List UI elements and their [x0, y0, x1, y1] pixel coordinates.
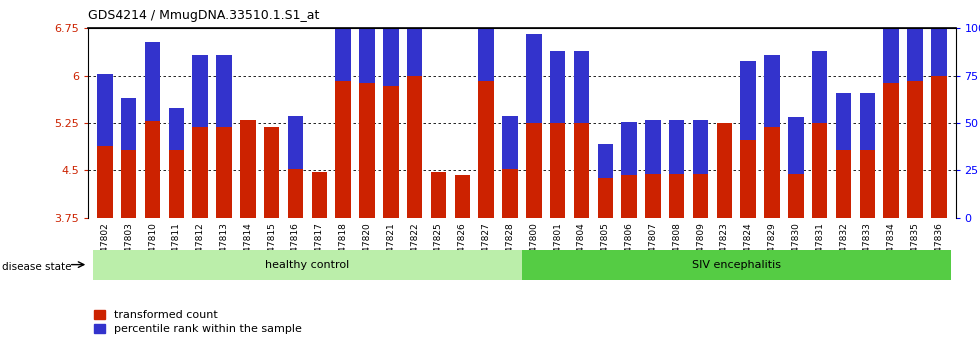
Bar	[383, 0, 399, 86]
Bar	[883, 83, 899, 218]
Bar	[217, 56, 231, 127]
Bar	[312, 172, 327, 218]
Bar	[764, 127, 780, 218]
Bar	[788, 117, 804, 173]
Bar	[145, 121, 161, 218]
Bar	[431, 172, 446, 218]
Bar	[169, 149, 184, 218]
Bar	[217, 127, 231, 218]
Bar	[836, 149, 852, 218]
Bar	[121, 149, 136, 218]
Bar	[741, 61, 756, 140]
Bar	[478, 0, 494, 81]
Bar	[240, 120, 256, 218]
Text: SIV encephalitis: SIV encephalitis	[692, 259, 781, 270]
Bar	[788, 173, 804, 218]
Bar	[121, 98, 136, 149]
Bar	[716, 123, 732, 218]
Bar	[407, 0, 422, 76]
Bar	[93, 250, 521, 280]
Bar	[836, 93, 852, 149]
Bar	[526, 123, 542, 218]
Bar	[550, 51, 565, 123]
Bar	[859, 149, 875, 218]
Bar	[883, 0, 899, 83]
Bar	[621, 122, 637, 176]
Bar	[335, 81, 351, 218]
Bar	[360, 83, 374, 218]
Bar	[145, 41, 161, 121]
Bar	[812, 51, 827, 123]
Text: disease state: disease state	[2, 262, 72, 272]
Bar	[502, 116, 517, 169]
Legend: transformed count, percentile rank within the sample: transformed count, percentile rank withi…	[94, 310, 302, 334]
Bar	[741, 140, 756, 218]
Bar	[550, 123, 565, 218]
Bar	[360, 0, 374, 83]
Bar	[645, 120, 661, 173]
Bar	[407, 76, 422, 218]
Text: GDS4214 / MmugDNA.33510.1.S1_at: GDS4214 / MmugDNA.33510.1.S1_at	[88, 9, 319, 22]
Bar	[97, 74, 113, 146]
Bar	[288, 169, 303, 218]
Bar	[645, 173, 661, 218]
Bar	[859, 93, 875, 149]
Bar	[526, 34, 542, 123]
Bar	[598, 144, 612, 178]
Bar	[931, 76, 947, 218]
Bar	[169, 108, 184, 149]
Bar	[669, 173, 684, 218]
Bar	[931, 0, 947, 76]
Bar	[478, 81, 494, 218]
Bar	[192, 56, 208, 127]
Bar	[192, 127, 208, 218]
Bar	[812, 123, 827, 218]
Bar	[521, 250, 951, 280]
Bar	[907, 81, 923, 218]
Bar	[335, 0, 351, 81]
Bar	[693, 120, 709, 173]
Bar	[764, 56, 780, 127]
Bar	[907, 0, 923, 81]
Bar	[455, 175, 470, 218]
Bar	[693, 173, 709, 218]
Text: healthy control: healthy control	[266, 259, 350, 270]
Bar	[598, 178, 612, 218]
Bar	[573, 123, 589, 218]
Bar	[621, 176, 637, 218]
Bar	[502, 169, 517, 218]
Bar	[669, 120, 684, 173]
Bar	[288, 116, 303, 169]
Bar	[573, 51, 589, 123]
Bar	[383, 86, 399, 218]
Bar	[97, 146, 113, 218]
Bar	[264, 127, 279, 218]
